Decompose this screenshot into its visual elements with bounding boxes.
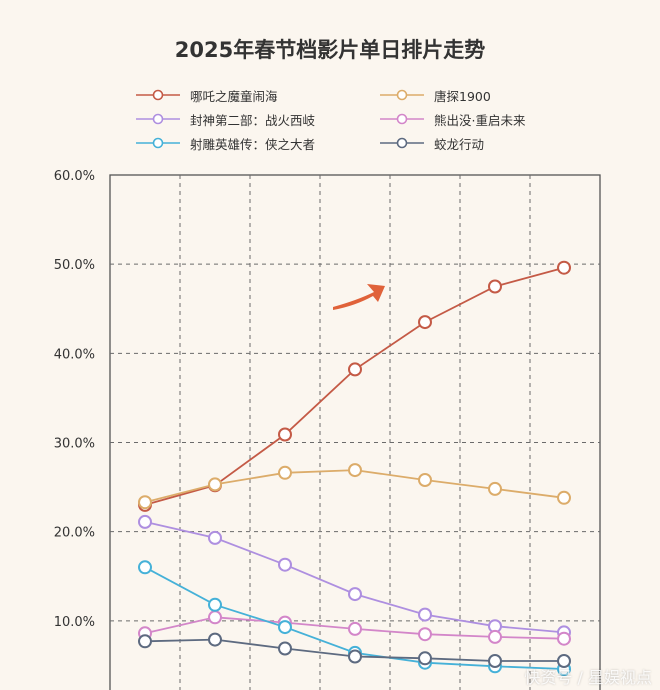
data-point: [138, 514, 152, 529]
data-point: [208, 597, 222, 612]
legend-label: 唐探1900: [434, 88, 491, 104]
data-point: [208, 632, 222, 647]
data-point: [138, 634, 152, 649]
data-point: [348, 621, 362, 636]
data-point: [278, 620, 292, 635]
data-point: [418, 315, 432, 330]
data-point: [557, 654, 571, 668]
legend-swatch-icon: [380, 89, 424, 101]
y-tick-label: 20.0%: [54, 526, 95, 541]
legend-label: 射雕英雄传：侠之大者: [190, 136, 316, 152]
y-tick-label: 30.0%: [54, 437, 95, 452]
data-point: [208, 610, 222, 625]
data-point: [348, 587, 362, 602]
legend-label: 蛟龙行动: [434, 136, 485, 152]
legend-label: 封神第二部：战火西岐: [190, 112, 316, 128]
data-point: [278, 465, 292, 480]
series-line: [144, 521, 565, 634]
data-point: [348, 362, 362, 377]
legend-item: 熊出没·重启未来: [380, 110, 525, 128]
data-point: [278, 557, 292, 572]
y-tick-label: 60.0%: [54, 169, 95, 184]
data-point: [557, 490, 571, 505]
data-point: [348, 649, 362, 664]
legend-item: 唐探1900: [380, 86, 491, 104]
legend-item: 射雕英雄传：侠之大者: [136, 134, 315, 152]
data-point: [418, 473, 432, 487]
legend-swatch-icon: [380, 113, 424, 125]
legend-label: 熊出没·重启未来: [434, 112, 526, 128]
legend-swatch-icon: [380, 137, 424, 149]
data-point: [208, 530, 222, 545]
legend-item: 哪吒之魔童闹海: [136, 86, 278, 104]
trend-arrow-icon: [333, 284, 385, 310]
y-tick-label: 10.0%: [54, 615, 95, 630]
data-point: [418, 607, 432, 622]
legend-swatch-icon: [136, 137, 180, 149]
legend-label: 哪吒之魔童闹海: [190, 88, 278, 104]
data-point: [488, 629, 502, 644]
data-point: [488, 654, 502, 668]
y-tick-label: 50.0%: [54, 258, 95, 273]
chart-title: 2025年春节档影片单日排片走势: [174, 38, 486, 62]
legend-swatch-icon: [136, 89, 180, 101]
data-point: [138, 560, 152, 575]
data-point: [557, 260, 571, 275]
data-point: [488, 279, 502, 294]
legend-item: 蛟龙行动: [380, 134, 484, 152]
data-point: [557, 631, 571, 646]
data-point: [348, 463, 362, 478]
data-point: [418, 627, 432, 642]
watermark-text: 快资号 / 星娱视点: [524, 668, 652, 687]
data-point: [418, 651, 432, 666]
data-point: [488, 481, 502, 496]
data-point: [278, 427, 292, 442]
legend-item: 封神第二部：战火西岐: [136, 110, 315, 128]
y-tick-label: 40.0%: [54, 347, 95, 362]
plot-frame: [109, 174, 601, 690]
data-point: [278, 641, 292, 656]
data-point: [208, 477, 222, 492]
legend-swatch-icon: [136, 113, 180, 125]
data-point: [138, 495, 152, 510]
